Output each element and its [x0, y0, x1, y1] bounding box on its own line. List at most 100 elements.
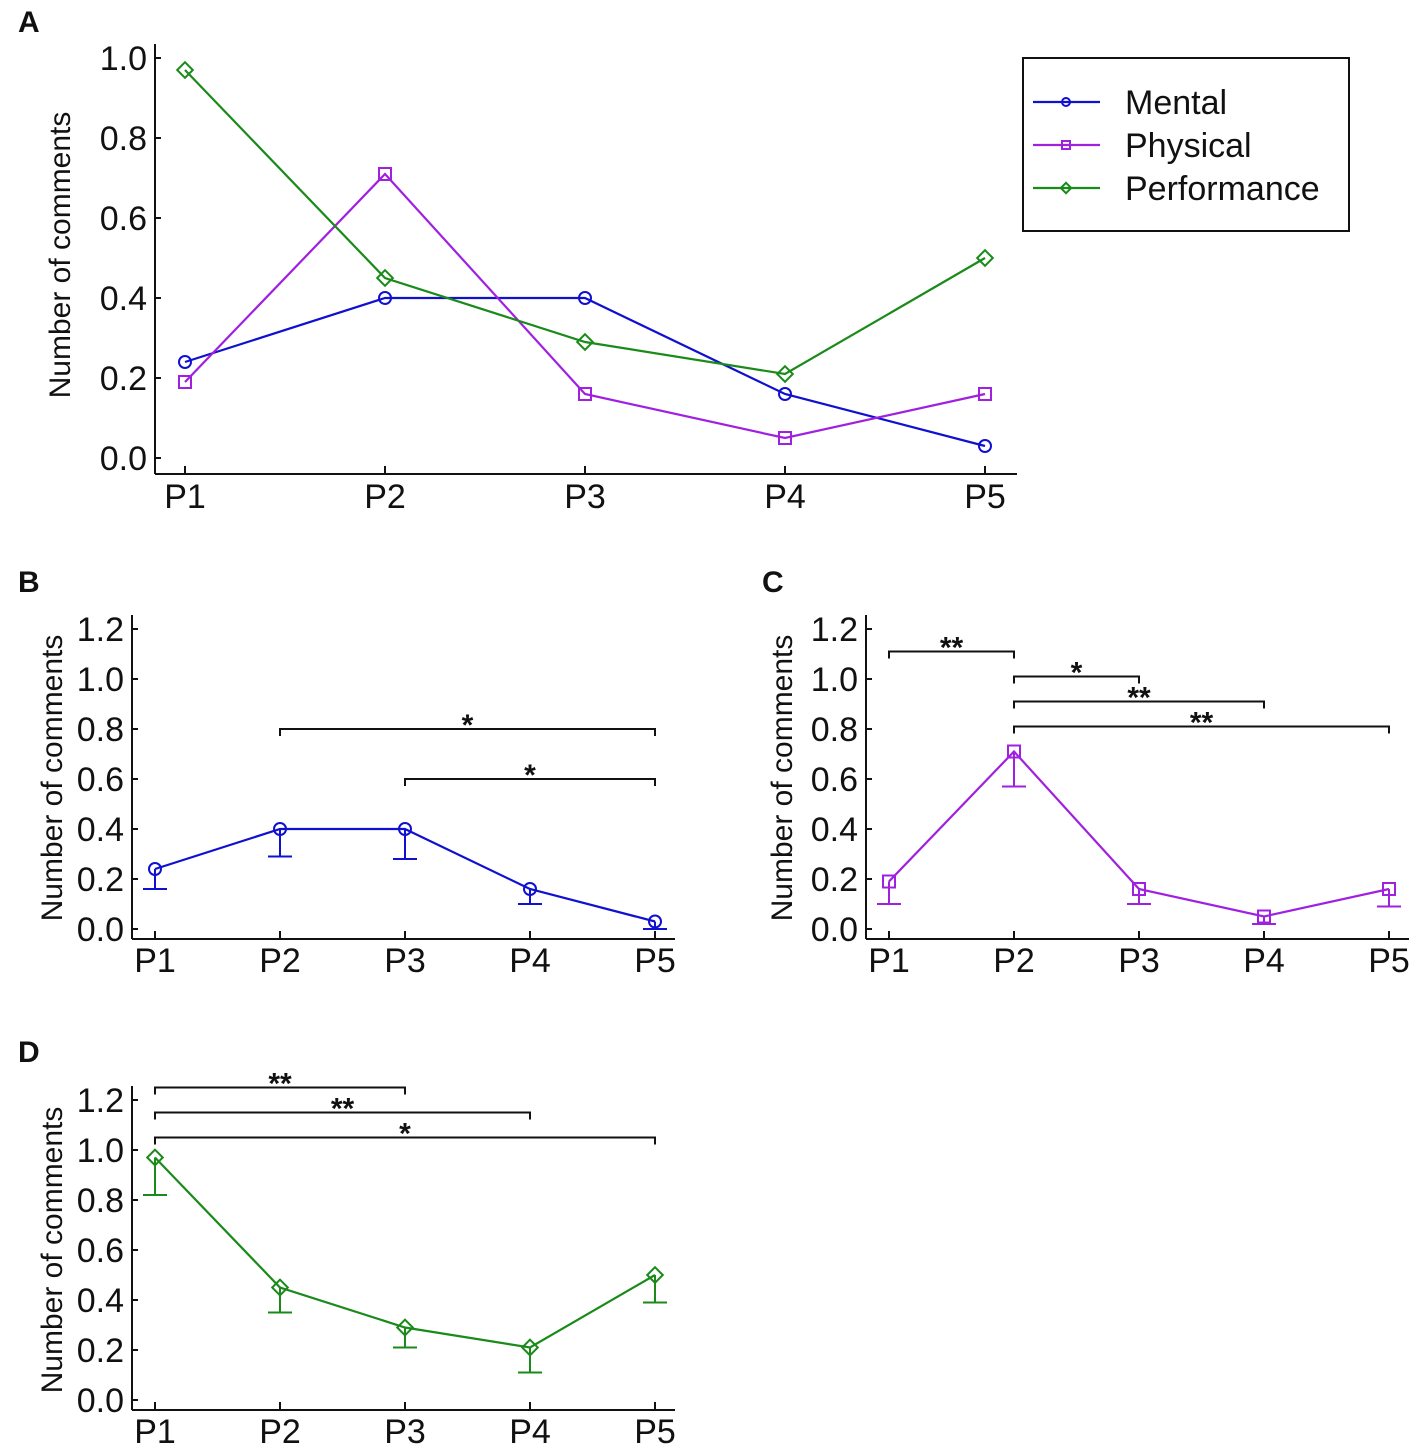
- panel-a-physical-line: [184, 172, 986, 440]
- panel-a-performance-point: [175, 60, 195, 80]
- panel-a-xtick-label: P3: [564, 478, 606, 516]
- panel-a-performance-point: [975, 248, 995, 268]
- panel-a-performance-line: [184, 69, 986, 376]
- panel-c-significance-bracket: [1013, 675, 1140, 684]
- panel-b-xtick-label: P1: [134, 942, 176, 980]
- panel-d-ytick-label: 0.6: [77, 1232, 124, 1270]
- panel-a-letter: A: [18, 6, 40, 39]
- panel-b-mental-point: [398, 822, 412, 836]
- panel-d-performance-point: [395, 1318, 415, 1337]
- panel-d-significance-bracket: [154, 1086, 406, 1095]
- panel-a-mental-point: [378, 291, 392, 305]
- panel-a-mental-point: [178, 355, 192, 369]
- panel-c-ytick-label: 0.2: [811, 861, 858, 899]
- panel-c-significance-label: **: [940, 632, 964, 665]
- panel-a-performance-point: [375, 268, 395, 288]
- panel-a-performance-point: [775, 364, 795, 384]
- panel-d-ytick-label: 0.8: [77, 1182, 124, 1220]
- panel-a-physical-point: [578, 387, 592, 401]
- panel-b-significance-label: *: [462, 709, 474, 742]
- panel-b-ytick-label: 1.0: [77, 661, 124, 699]
- panel-b-significance-bracket: [404, 778, 656, 786]
- panel-d-ytick-label: 0.4: [77, 1282, 124, 1320]
- legend-performance-label: Performance: [1125, 170, 1320, 208]
- panel-c-significance-bracket: [888, 650, 1015, 659]
- panel-d-significance-label: *: [399, 1118, 411, 1151]
- panel-b-xtick-label: P4: [509, 942, 551, 980]
- panel-b-significance-label: *: [524, 759, 536, 792]
- panel-d-ytick-label: 1.2: [77, 1082, 124, 1120]
- panel-c-physical-point: [1132, 882, 1146, 896]
- panel-a-xtick-label: P1: [164, 478, 206, 516]
- panel-a-physical-point: [178, 375, 192, 389]
- panel-c-significance-bracket: [1013, 700, 1265, 709]
- panel-b-letter: B: [18, 566, 40, 599]
- panel-c-significance-label: *: [1071, 657, 1083, 690]
- panel-a-ytick-label: 1.0: [100, 40, 147, 78]
- panel-a-xtick-label: P4: [764, 478, 806, 516]
- panel-b-ytick-label: 0.8: [77, 711, 124, 749]
- panel-c-physical-line: [888, 749, 1390, 918]
- panel-b-ytick-label: 0.6: [77, 761, 124, 799]
- panel-a-ytick-label: 0.4: [100, 280, 147, 318]
- panel-a-mental-line: [184, 296, 986, 448]
- panel-b-mental-point: [273, 822, 287, 836]
- panel-c-xtick-label: P2: [993, 942, 1035, 980]
- panel-a-mental-point: [778, 387, 792, 401]
- panel-b-ytick-label: 0.4: [77, 811, 124, 849]
- panel-c-ytick-label: 0.0: [811, 911, 858, 949]
- panel-a-ytick-label: 0.6: [100, 200, 147, 238]
- panel-c-xtick-label: P3: [1118, 942, 1160, 980]
- panel-d-ytick-label: 1.0: [77, 1132, 124, 1170]
- panel-a-ylabel: Number of comments: [44, 112, 77, 399]
- panel-c-significance-bracket: [1013, 725, 1390, 734]
- panel-c-ytick-label: 1.2: [811, 611, 858, 649]
- panel-d-xtick-label: P2: [259, 1413, 301, 1448]
- panel-d-xtick-label: P3: [384, 1413, 426, 1448]
- panel-d-letter: D: [18, 1036, 40, 1069]
- panel-c-significance-label: **: [1127, 682, 1151, 715]
- panel-c-ytick-label: 0.6: [811, 761, 858, 799]
- panel-a-xtick-label: P2: [364, 478, 406, 516]
- panel-a-ytick-label: 0.2: [100, 360, 147, 398]
- panel-a-performance-point: [575, 332, 595, 352]
- panel-c-ytick-label: 0.4: [811, 811, 858, 849]
- legend-mental-label: Mental: [1125, 84, 1227, 122]
- panel-d-ytick-label: 0.2: [77, 1332, 124, 1370]
- legend-physical-marker: [1061, 140, 1071, 150]
- panel-b-xtick-label: P3: [384, 942, 426, 980]
- panel-c-physical-point: [1007, 744, 1021, 759]
- panel-d-ytick-label: 0.0: [77, 1382, 124, 1420]
- panel-c-physical-point: [1382, 882, 1396, 896]
- panel-d-performance-point: [520, 1338, 540, 1357]
- legend-physical-label: Physical: [1125, 127, 1252, 165]
- legend-mental-marker: [1061, 97, 1071, 107]
- panel-c-xtick-label: P1: [868, 942, 910, 980]
- panel-d-xtick-label: P1: [134, 1413, 176, 1448]
- panel-a-xtick-label: P5: [964, 478, 1006, 516]
- panel-a-ytick-label: 0.8: [100, 120, 147, 158]
- panel-a-physical-point: [378, 167, 392, 181]
- panel-c-physical-point: [882, 874, 896, 889]
- panel-b-xtick-label: P5: [634, 942, 676, 980]
- panel-b-significance-bracket: [279, 728, 656, 736]
- panel-d-significance-bracket: [154, 1136, 656, 1145]
- panel-b-ytick-label: 1.2: [77, 611, 124, 649]
- panel-a-mental-point: [978, 439, 992, 453]
- panel-a-physical-point: [978, 387, 992, 401]
- panel-b-mental-point: [523, 882, 537, 896]
- panel-c-significance-label: **: [1190, 707, 1214, 740]
- panel-d-significance-bracket: [154, 1111, 531, 1120]
- panel-d-significance-label: **: [268, 1068, 292, 1101]
- panel-c-letter: C: [762, 566, 784, 599]
- panel-d-performance-point: [645, 1265, 665, 1285]
- panel-b-mental-point: [648, 914, 662, 929]
- panel-a-mental-point: [578, 291, 592, 305]
- panel-d-xtick-label: P5: [634, 1413, 676, 1448]
- panel-b-xtick-label: P2: [259, 942, 301, 980]
- panel-a-physical-point: [778, 431, 792, 445]
- panel-c-xtick-label: P5: [1368, 942, 1410, 980]
- panel-b-ytick-label: 0.2: [77, 861, 124, 899]
- panel-d-performance-line: [154, 1156, 656, 1349]
